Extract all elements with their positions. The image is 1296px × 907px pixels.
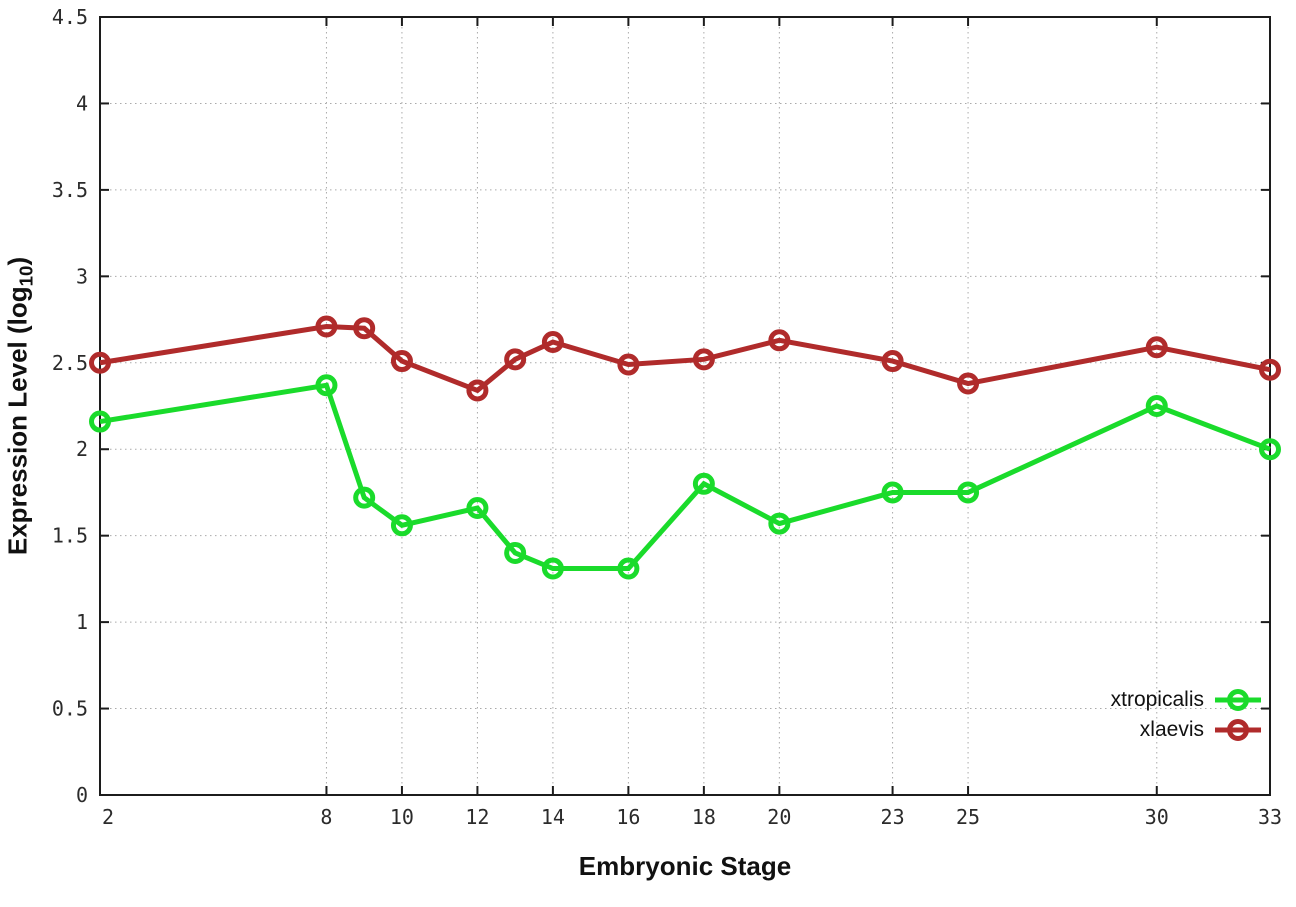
xtropicalis-marker (504, 541, 527, 564)
legend-item-xtropicalis: xtropicalis (1111, 685, 1262, 715)
series-xlaevis (89, 315, 1281, 402)
x-tick-label: 33 (1258, 805, 1282, 829)
y-tick-label: 1.5 (52, 524, 88, 548)
xlaevis-marker (89, 351, 111, 374)
xlaevis-marker (466, 379, 489, 402)
xtropicalis-marker (353, 486, 376, 509)
xtropicalis-marker (390, 514, 413, 537)
xtropicalis-marker (881, 481, 904, 504)
x-tick-label: 25 (956, 805, 980, 829)
xlaevis-marker (617, 353, 640, 376)
xlaevis-marker (390, 350, 413, 373)
xtropicalis-marker (89, 410, 111, 433)
xtropicalis-marker (315, 374, 338, 397)
y-axis-title-subscript: 10 (15, 265, 37, 287)
y-tick-label: 0.5 (52, 697, 88, 721)
y-axis-title: Expression Level (log10) (2, 257, 37, 555)
xlaevis-line (99, 323, 1271, 394)
legend-line-marker-icon (1215, 689, 1261, 711)
xtropicalis-marker (1259, 438, 1281, 461)
y-tick-label: 3 (76, 264, 88, 288)
x-tick-labels: 2 8 10 12 14 16 18 20 23 25 30 33 (102, 805, 1282, 829)
xtropicalis-marker (541, 557, 564, 580)
xlaevis-marker (881, 350, 904, 373)
xtropicalis-marker (768, 512, 791, 535)
tick-marks (99, 16, 1271, 796)
y-tick-label: 4.5 (52, 5, 88, 29)
x-tick-label: 20 (767, 805, 791, 829)
y-tick-label: 2.5 (52, 351, 88, 375)
xtropicalis-marker (617, 557, 640, 580)
x-tick-label: 2 (102, 805, 114, 829)
xlaevis-marker (1145, 336, 1168, 359)
x-tick-label: 23 (881, 805, 905, 829)
xtropicalis-line (99, 382, 1271, 572)
xlaevis-marker (504, 348, 527, 371)
xtropicalis-marker (1145, 395, 1168, 417)
legend-item-xlaevis: xlaevis (1111, 715, 1262, 745)
legend-label-xtropicalis: xtropicalis (1110, 688, 1204, 711)
x-tick-label: 30 (1145, 805, 1169, 829)
grid (100, 17, 1270, 795)
y-tick-label: 3.5 (52, 178, 88, 202)
legend-label-xlaevis: xlaevis (1139, 718, 1204, 741)
y-tick-label: 0 (76, 783, 88, 807)
xlaevis-marker (315, 315, 338, 338)
legend-line-marker-icon (1215, 719, 1261, 741)
xtropicalis-marker (692, 472, 715, 495)
x-axis-title: Embryonic Stage (578, 851, 792, 881)
xlaevis-marker (957, 372, 980, 395)
x-tick-label: 18 (692, 805, 716, 829)
x-tick-label: 12 (465, 805, 489, 829)
xlaevis-marker (692, 348, 715, 371)
series-xtropicalis (89, 374, 1281, 580)
x-tick-label: 8 (320, 805, 332, 829)
x-tick-label: 16 (616, 805, 640, 829)
y-axis-title-suffix: ) (2, 256, 33, 266)
xlaevis-marker (1259, 358, 1281, 381)
y-tick-label: 4 (76, 91, 88, 115)
y-axis-title-text: Expression Level (log (2, 286, 33, 556)
xtropicalis-marker (466, 497, 489, 520)
xlaevis-marker (353, 317, 376, 340)
legend: xtropicalis xlaevis (1111, 685, 1262, 745)
xtropicalis-marker (957, 481, 980, 504)
y-tick-label: 1 (76, 610, 88, 634)
y-tick-labels: 0 0.5 1 1.5 2 2.5 3 3.5 4 4.5 (52, 5, 88, 807)
plot-border (99, 16, 1271, 796)
y-tick-label: 2 (76, 437, 88, 461)
xlaevis-marker (541, 331, 564, 354)
x-tick-label: 14 (541, 805, 565, 829)
xlaevis-marker (768, 329, 791, 352)
x-tick-label: 10 (390, 805, 414, 829)
